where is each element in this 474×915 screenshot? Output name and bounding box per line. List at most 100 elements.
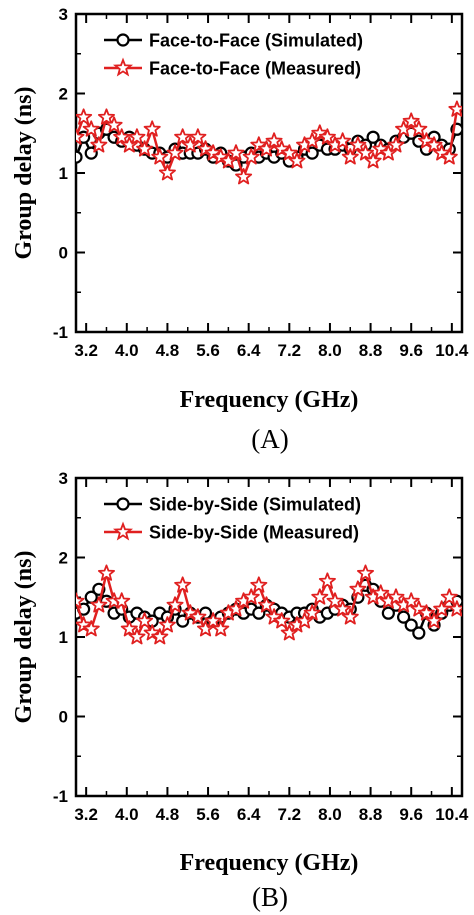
data-point-measured [90,596,108,613]
x-tick-label: 4.0 [115,805,139,824]
data-point-measured [105,116,123,133]
data-point-measured [257,596,275,613]
data-point-measured [128,628,146,645]
data-point-measured [364,152,382,169]
y-axis-title: Group delay (ns) [11,551,37,724]
data-point-simulated [404,618,418,632]
y-axis-title: Group delay (ns) [11,87,37,260]
data-point-measured [440,588,458,605]
data-point-measured [82,620,100,637]
data-point-measured [174,128,192,145]
x-tick-label: 4.8 [156,805,180,824]
data-point-measured [334,600,352,617]
data-point-measured [242,588,260,605]
x-tick-label: 5.6 [196,805,220,824]
data-point-measured [189,608,207,625]
data-point-measured [196,140,215,157]
data-point-measured [227,144,245,161]
x-tick-label: 3.2 [74,805,98,824]
legend-label-simulated: Side-by-Side (Simulated) [149,495,361,515]
data-point-measured [76,616,93,633]
data-point-measured [433,600,451,617]
data-point-measured [303,604,321,621]
data-point-measured [311,124,329,141]
data-point-measured [128,128,146,145]
data-point-measured [174,576,192,593]
x-tick-label: 6.4 [237,805,261,824]
x-tick-label: 8.8 [359,805,383,824]
y-tick-label: 3 [59,469,68,488]
data-point-measured [402,112,420,129]
data-point-measured [204,144,222,161]
data-point-simulated [381,606,395,620]
legend-item-measured: Face-to-Face (Measured) [104,57,361,79]
data-point-measured [341,608,359,625]
data-point-measured [212,620,230,637]
y-tick-label: 1 [59,628,68,647]
data-point-measured [349,136,367,153]
plot-area [76,564,462,645]
data-point-measured [341,148,359,165]
data-point-measured [166,596,184,613]
data-point-measured [158,616,176,633]
x-tick-label: 8.0 [318,805,342,824]
data-point-measured [143,120,161,137]
y-tick-label: 0 [59,244,68,263]
data-point-measured [151,148,169,165]
x-tick-label: 5.6 [196,341,220,360]
panel-label: (A) [251,424,288,454]
data-point-measured [288,152,306,169]
x-tick-label: 10.4 [435,805,469,824]
x-tick-label: 6.4 [237,341,261,360]
y-tick-label: 2 [59,549,68,568]
data-point-measured [76,128,85,145]
data-point-measured [181,604,199,621]
data-point-measured [387,136,405,153]
x-tick-label: 9.6 [399,805,423,824]
data-point-measured [440,148,458,165]
legend-label-simulated: Face-to-Face (Simulated) [149,31,363,51]
data-point-measured [410,120,428,137]
data-point-measured [136,612,154,629]
data-point-simulated [412,626,426,640]
data-point-measured [166,144,184,161]
data-point-measured [433,144,451,161]
x-tick-label: 7.2 [277,805,301,824]
data-point-measured [273,612,291,629]
data-point-measured [97,108,115,125]
data-point-measured [318,572,336,589]
data-point-measured [311,588,329,605]
data-point-measured [356,564,375,581]
x-axis-title: Frequency (GHz) [180,387,359,413]
y-tick-label: 0 [59,708,68,727]
data-point-measured [242,148,260,165]
y-tick-label: 2 [59,85,68,104]
x-tick-label: 7.2 [277,341,301,360]
data-point-measured [90,136,108,153]
legend: Side-by-Side (Simulated) Side-by-Side (Me… [104,495,361,543]
x-tick-label: 9.6 [399,341,423,360]
x-tick-label: 4.0 [115,341,139,360]
data-point-measured [410,600,428,617]
data-point-measured [334,132,352,149]
legend-label-measured: Face-to-Face (Measured) [149,59,361,79]
legend-marker-measured [112,57,134,77]
x-tick-label: 8.0 [318,341,342,360]
data-point-measured [265,608,283,625]
data-point-measured [204,612,222,629]
legend-marker-simulated [116,33,130,47]
legend-item-simulated: Side-by-Side (Simulated) [104,495,361,515]
data-point-measured [76,592,85,609]
legend-marker-measured [112,521,134,541]
data-point-measured [318,128,336,145]
data-point-measured [425,136,443,153]
data-point-measured [349,580,367,597]
data-point-measured [265,132,283,149]
data-point-measured [143,624,161,641]
chart-panel-a: -1 0 1 2 3 3.2 4.0 4.8 5.6 6.4 7.2 8.0 8.8 9.6 10.4 Fac… [11,5,469,454]
legend-marker-simulated [116,497,130,511]
data-point-measured [151,628,169,645]
data-point-measured [448,600,462,617]
data-point-measured [158,164,176,181]
panel-label: (B) [252,882,288,912]
